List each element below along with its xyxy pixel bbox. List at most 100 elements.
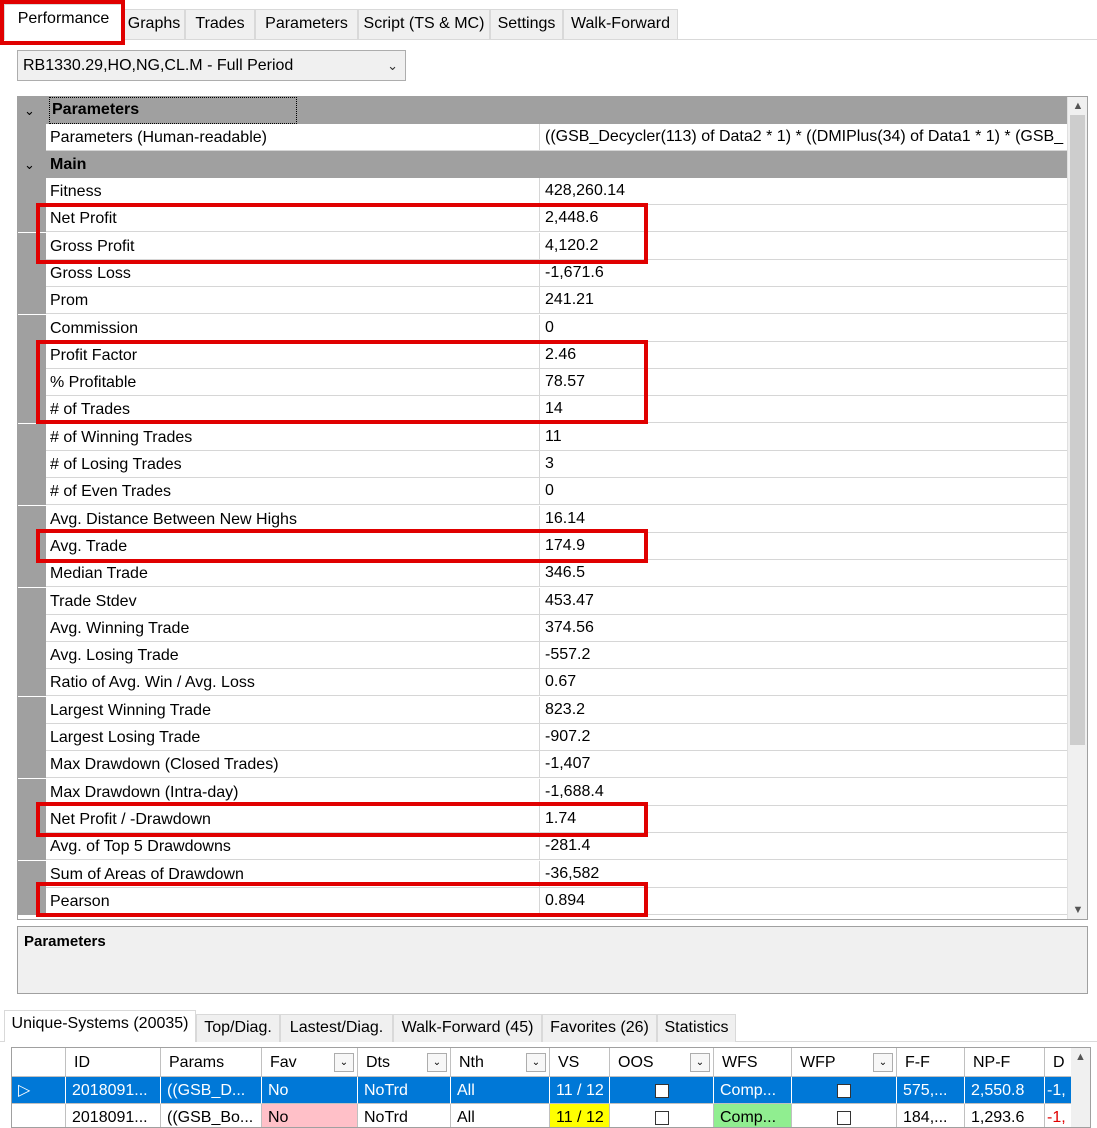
- cell-dts: NoTrd: [358, 1077, 451, 1104]
- property-row[interactable]: # of Trades 14: [18, 396, 1068, 423]
- column-header-params[interactable]: Params: [161, 1048, 262, 1077]
- table-scrollbar[interactable]: ▲: [1071, 1048, 1090, 1127]
- scroll-down-icon[interactable]: ▼: [1072, 904, 1084, 916]
- filter-dropdown-icon[interactable]: ⌄: [427, 1053, 447, 1072]
- systems-table: ID Params Fav ⌄ Dts ⌄ Nth ⌄ VS OOS ⌄ WFS WFP…: [11, 1047, 1091, 1128]
- chevron-down-icon[interactable]: ⌄: [387, 58, 398, 73]
- table-row[interactable]: ▷ 2018091... ((GSB_D... No NoTrd All 11 …: [12, 1077, 1072, 1104]
- property-name: Fitness: [46, 178, 540, 205]
- scroll-up-icon[interactable]: ▲: [1072, 100, 1084, 112]
- property-row[interactable]: Max Drawdown (Closed Trades) -1,407: [18, 751, 1068, 778]
- current-row-arrow-icon: ▷: [18, 1082, 31, 1099]
- property-row[interactable]: Sum of Areas of Drawdown -36,582: [18, 861, 1068, 888]
- tab-top-diag[interactable]: Top/Diag.: [196, 1014, 280, 1042]
- cell-vs: 11 / 12: [550, 1104, 610, 1127]
- property-row[interactable]: Net Profit / -Drawdown 1.74: [18, 806, 1068, 833]
- bottom-tab-bar: Unique-Systems (20035) Top/Diag. Lastest…: [0, 1010, 1097, 1042]
- column-header-fav[interactable]: Fav ⌄: [262, 1048, 358, 1077]
- tab-walk-forward[interactable]: Walk-Forward: [563, 9, 678, 39]
- property-row[interactable]: Largest Winning Trade 823.2: [18, 697, 1068, 724]
- category-main[interactable]: ⌄ Main: [18, 151, 1068, 178]
- category-parameters[interactable]: ⌄ Parameters: [18, 97, 1068, 124]
- property-row[interactable]: Profit Factor 2.46: [18, 342, 1068, 369]
- column-header-id[interactable]: ID: [66, 1048, 161, 1077]
- column-header-ff[interactable]: F-F: [897, 1048, 965, 1077]
- property-row[interactable]: Avg. Trade 174.9: [18, 533, 1068, 560]
- property-value: -907.2: [540, 724, 1068, 751]
- oos-checkbox[interactable]: [654, 1110, 669, 1125]
- column-header-wfs[interactable]: WFS: [714, 1048, 792, 1077]
- tab-trades[interactable]: Trades: [185, 9, 255, 39]
- property-row[interactable]: Avg. Losing Trade -557.2: [18, 642, 1068, 669]
- column-header-wfp[interactable]: WFP ⌄: [792, 1048, 897, 1077]
- column-header-nth[interactable]: Nth ⌄: [451, 1048, 550, 1077]
- description-title: Parameters: [24, 933, 106, 950]
- column-header-npf[interactable]: NP-F: [965, 1048, 1045, 1077]
- cell-params: ((GSB_Bo...: [161, 1104, 262, 1127]
- tab-script[interactable]: Script (TS & MC): [358, 9, 490, 39]
- filter-dropdown-icon[interactable]: ⌄: [526, 1053, 546, 1072]
- property-row[interactable]: # of Winning Trades 11: [18, 424, 1068, 451]
- property-row[interactable]: Ratio of Avg. Win / Avg. Loss 0.67: [18, 669, 1068, 696]
- wfp-checkbox[interactable]: [837, 1083, 851, 1098]
- property-row[interactable]: Trade Stdev 453.47: [18, 588, 1068, 615]
- property-row[interactable]: Avg. Winning Trade 374.56: [18, 615, 1068, 642]
- property-name: Max Drawdown (Intra-day): [46, 779, 540, 806]
- tab-unique-systems[interactable]: Unique-Systems (20035): [4, 1010, 196, 1042]
- property-row[interactable]: Fitness 428,260.14: [18, 178, 1068, 205]
- cell-d: -1,: [1045, 1077, 1072, 1104]
- column-header-d[interactable]: D: [1045, 1048, 1072, 1077]
- property-row[interactable]: # of Losing Trades 3: [18, 451, 1068, 478]
- cell-id: 2018091...: [66, 1077, 161, 1104]
- collapse-icon[interactable]: ⌄: [24, 103, 35, 118]
- tab-lastest-diag[interactable]: Lastest/Diag.: [280, 1014, 393, 1042]
- filter-dropdown-icon[interactable]: ⌄: [334, 1053, 354, 1072]
- scroll-up-icon[interactable]: ▲: [1075, 1051, 1086, 1063]
- wfp-checkbox[interactable]: [837, 1110, 851, 1125]
- property-value: 16.14: [540, 506, 1068, 533]
- property-row[interactable]: Avg. Distance Between New Highs 16.14: [18, 506, 1068, 533]
- property-row[interactable]: Median Trade 346.5: [18, 560, 1068, 587]
- tab-performance[interactable]: Performance: [4, 4, 123, 40]
- cell-oos[interactable]: [610, 1077, 714, 1104]
- property-row[interactable]: Max Drawdown (Intra-day) -1,688.4: [18, 779, 1068, 806]
- cell-vs: 11 / 12: [550, 1077, 610, 1104]
- tab-statistics[interactable]: Statistics: [657, 1014, 736, 1042]
- scroll-thumb[interactable]: [1070, 115, 1085, 745]
- column-header-oos[interactable]: OOS ⌄: [610, 1048, 714, 1077]
- property-row[interactable]: Pearson 0.894: [18, 888, 1068, 915]
- tab-favorites[interactable]: Favorites (26): [542, 1014, 657, 1042]
- property-value: 346.5: [540, 560, 1068, 587]
- property-name: Avg. Distance Between New Highs: [46, 506, 540, 533]
- filter-dropdown-icon[interactable]: ⌄: [873, 1053, 893, 1072]
- property-row[interactable]: Prom 241.21: [18, 287, 1068, 314]
- cell-wfp[interactable]: [792, 1104, 897, 1127]
- collapse-icon[interactable]: ⌄: [24, 157, 35, 172]
- cell-wfp[interactable]: [792, 1077, 897, 1104]
- cell-oos[interactable]: [610, 1104, 714, 1127]
- tab-settings[interactable]: Settings: [490, 9, 563, 39]
- property-row[interactable]: # of Even Trades 0: [18, 478, 1068, 505]
- table-row[interactable]: 2018091... ((GSB_Bo... No NoTrd All 11 /…: [12, 1104, 1072, 1127]
- property-row[interactable]: Parameters (Human-readable) ((GSB_Decycl…: [18, 124, 1068, 151]
- tab-parameters[interactable]: Parameters: [255, 9, 358, 39]
- grid-scrollbar[interactable]: ▲ ▼: [1067, 97, 1087, 919]
- tab-walk-forward-results[interactable]: Walk-Forward (45): [393, 1014, 542, 1042]
- property-name: # of Losing Trades: [46, 451, 540, 478]
- column-header-dts[interactable]: Dts ⌄: [358, 1048, 451, 1077]
- tab-graphs[interactable]: Graphs: [123, 9, 185, 39]
- property-row[interactable]: Gross Loss -1,671.6: [18, 260, 1068, 287]
- property-name: Profit Factor: [46, 342, 540, 369]
- cell-dts: NoTrd: [358, 1104, 451, 1127]
- property-row[interactable]: Commission 0: [18, 315, 1068, 342]
- oos-checkbox[interactable]: [654, 1083, 669, 1098]
- property-row[interactable]: Gross Profit 4,120.2: [18, 233, 1068, 260]
- filter-dropdown-icon[interactable]: ⌄: [690, 1053, 710, 1072]
- performance-property-grid: ⌄ Parameters Parameters (Human-readable)…: [17, 96, 1088, 920]
- property-row[interactable]: Avg. of Top 5 Drawdowns -281.4: [18, 833, 1068, 860]
- column-header-vs[interactable]: VS: [550, 1048, 610, 1077]
- property-row[interactable]: Net Profit 2,448.6: [18, 205, 1068, 232]
- property-row[interactable]: % Profitable 78.57: [18, 369, 1068, 396]
- property-row[interactable]: Largest Losing Trade -907.2: [18, 724, 1068, 751]
- period-select[interactable]: RB1330.29,HO,NG,CL.M - Full Period ⌄: [17, 50, 406, 81]
